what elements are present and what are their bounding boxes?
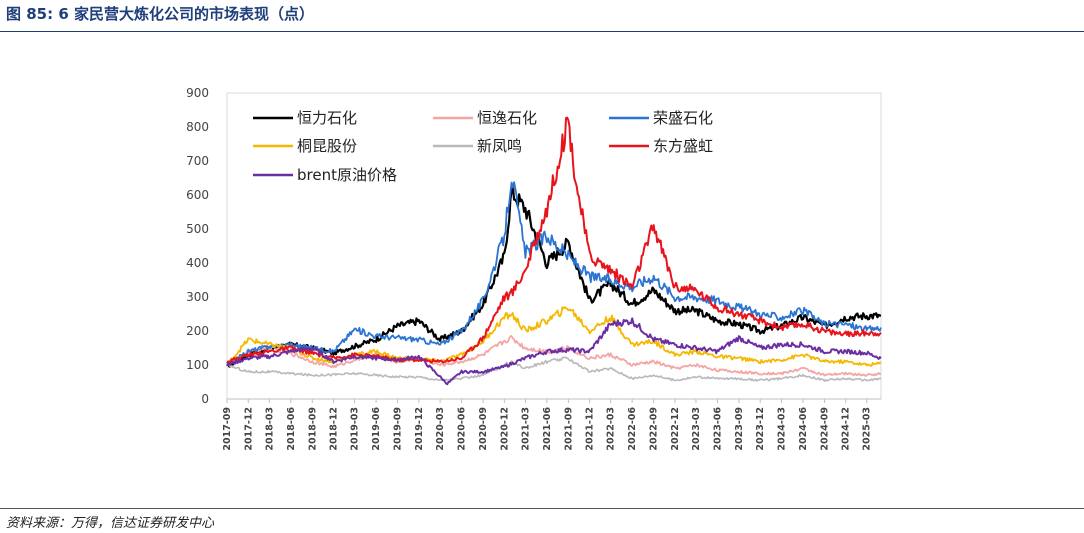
x-tick-label: 2021-09: [563, 407, 574, 451]
x-tick-label: 2024-03: [776, 407, 787, 451]
y-tick-label: 800: [186, 120, 209, 134]
y-tick-label: 200: [186, 324, 209, 338]
legend-label: 桐昆股份: [297, 137, 357, 155]
series-lines: [226, 116, 882, 386]
x-tick-label: 2023-03: [691, 407, 702, 451]
x-tick-label: 2024-09: [819, 407, 830, 451]
x-tick-label: 2023-09: [734, 407, 745, 451]
x-tick-label: 2017-12: [243, 407, 254, 451]
x-tick-label: 2023-06: [712, 407, 723, 451]
x-tick-label: 2022-12: [670, 407, 681, 451]
series-line: [226, 317, 882, 386]
x-tick-label: 2025-03: [862, 407, 873, 451]
x-tick-label: 2021-03: [520, 407, 531, 451]
x-tick-label: 2018-12: [329, 407, 340, 451]
series-line: [226, 181, 882, 366]
x-tick-label: 2018-03: [264, 407, 275, 451]
legend-label: 荣盛石化: [653, 109, 713, 127]
legend-label: 东方盛虹: [653, 137, 713, 155]
x-tick-label: 2020-06: [457, 407, 468, 451]
y-tick-label: 900: [186, 86, 209, 100]
legend-label: 恒力石化: [297, 109, 357, 127]
y-tick-label: 600: [186, 188, 209, 202]
y-tick-label: 700: [186, 154, 209, 168]
legend-label: 新凤鸣: [477, 137, 522, 155]
x-tick-label: 2019-06: [371, 407, 382, 451]
figure-title: 图 85: 6 家民营大炼化公司的市场表现（点）: [6, 5, 314, 23]
x-tick-label: 2022-09: [649, 407, 660, 451]
y-tick-label: 300: [186, 290, 209, 304]
x-tick-label: 2020-12: [499, 407, 510, 451]
x-tick-label: 2018-09: [307, 407, 318, 451]
series-line: [227, 356, 881, 382]
y-tick-label: 100: [186, 358, 209, 372]
source-note: 资料来源：万得，信达证券研发中心: [6, 516, 215, 531]
legend-label: brent原油价格: [297, 166, 397, 184]
x-tick-label: 2017-09: [222, 407, 233, 451]
bottom-rule: [0, 508, 1084, 509]
x-tick-label: 2021-06: [542, 407, 553, 451]
x-tick-label: 2020-09: [478, 407, 489, 451]
x-tick-label: 2022-06: [627, 407, 638, 451]
x-tick-label: 2021-12: [585, 407, 596, 451]
x-tick-label: 2024-12: [841, 407, 852, 451]
x-tick-label: 2019-12: [414, 407, 425, 451]
x-tick-label: 2019-09: [393, 407, 404, 451]
y-tick-label: 500: [186, 222, 209, 236]
top-rule: [0, 31, 1084, 32]
y-tick-label: 400: [186, 256, 209, 270]
y-axis: 0 100 200 300 400 500 600 700 800 900: [186, 86, 209, 406]
series-line: [226, 184, 882, 368]
x-tick-label: 2024-06: [798, 407, 809, 451]
x-tick-label: 2023-12: [755, 407, 766, 451]
y-tick-label: 0: [201, 392, 209, 406]
x-tick-label: 2018-06: [286, 407, 297, 451]
x-tick-label: 2022-03: [606, 407, 617, 451]
x-axis: 2017-09 2017-12 2018-03 2018-06 2018-09 2018-…: [222, 398, 881, 451]
x-tick-label: 2020-03: [435, 407, 446, 451]
x-tick-label: 2019-03: [350, 407, 361, 451]
legend-label: 恒逸石化: [477, 109, 537, 127]
series-line: [226, 116, 882, 364]
